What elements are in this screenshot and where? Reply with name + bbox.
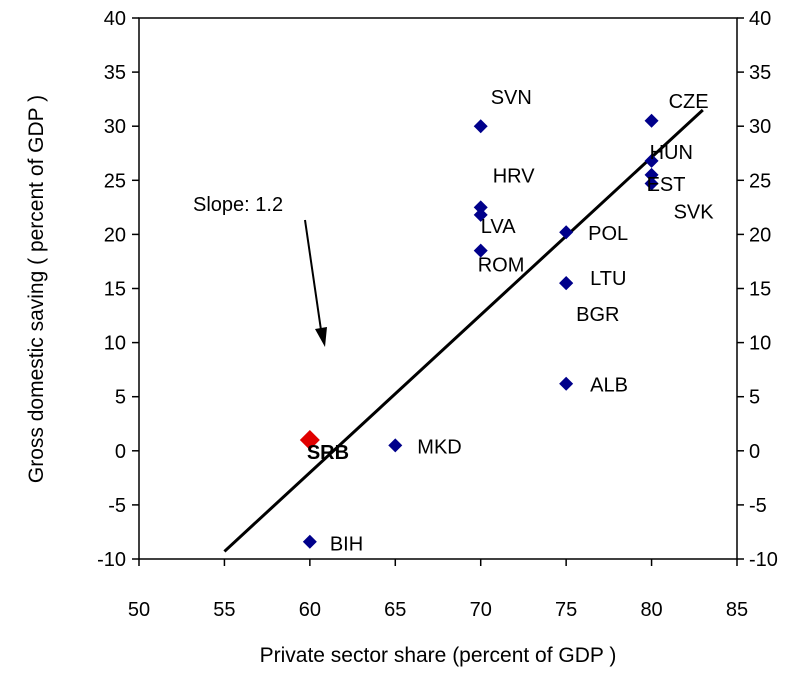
data-point-cze: [644, 113, 659, 128]
y-axis-title: Gross domestic saving ( percent of GDP ): [25, 95, 48, 483]
data-point-est: [644, 167, 659, 182]
data-point-alb: [559, 376, 574, 391]
data-point-rom: [473, 243, 488, 258]
data-point-mkd: [388, 438, 403, 453]
x-axis-title: Private sector share (percent of GDP ): [260, 644, 617, 667]
y-tick-label-right: -5: [749, 495, 767, 517]
point-label-srb: SRB: [307, 442, 349, 464]
data-point-svn: [473, 119, 488, 134]
annotation-arrow-head: [315, 327, 327, 347]
y-tick-label-right: 20: [749, 224, 771, 246]
y-tick-label-left: 10: [104, 333, 126, 355]
point-label-mkd: MKD: [417, 436, 461, 458]
slope-annotation: Slope: 1.2: [193, 194, 283, 216]
point-label-ltu: LTU: [590, 268, 626, 290]
y-tick-label-left: 5: [115, 387, 126, 409]
y-tick-label-left: 20: [104, 224, 126, 246]
plot-frame: [138, 17, 738, 560]
point-label-hrv: HRV: [493, 165, 536, 187]
data-point-hrv: [473, 200, 488, 215]
data-point-srb: [299, 429, 320, 450]
point-labels-layer: SVN HRV LVA ROM CZE HUN EST SVK POL LTU BGR ALB MKD B…: [307, 87, 714, 555]
x-tick-label: 85: [726, 599, 748, 621]
y-tick-label-left: -5: [108, 495, 126, 517]
point-label-hun: HUN: [650, 142, 693, 164]
point-label-est: EST: [647, 174, 686, 196]
y-tick-label-left: 25: [104, 170, 126, 192]
data-point-bgr: [559, 276, 574, 291]
point-label-bgr: BGR: [576, 304, 619, 326]
point-label-svn: SVN: [491, 87, 532, 109]
x-tick-label: 80: [640, 599, 662, 621]
y-tick-label-left: 40: [104, 8, 126, 30]
data-point-lva: [473, 207, 488, 222]
point-label-rom: ROM: [478, 255, 525, 277]
y-tick-label-left: 35: [104, 62, 126, 84]
x-tick-label: 65: [384, 599, 406, 621]
y-tick-label-right: 40: [749, 8, 771, 30]
point-label-svk: SVK: [674, 202, 715, 224]
point-label-lva: LVA: [481, 216, 516, 238]
y-tick-label-right: 15: [749, 279, 771, 301]
y-tick-label-right: 25: [749, 170, 771, 192]
y-tick-label-right: 0: [749, 441, 760, 463]
point-label-bih: BIH: [330, 534, 363, 556]
data-point-pol: [559, 225, 574, 240]
data-point-svk: [644, 176, 659, 191]
annotation-arrow-shaft: [304, 219, 322, 331]
y-tick-label-right: 10: [749, 333, 771, 355]
annotation-layer: Slope: 1.2: [193, 194, 327, 347]
x-tick-label: 70: [470, 599, 492, 621]
point-label-alb: ALB: [590, 375, 628, 397]
y-tick-label-right: 5: [749, 387, 760, 409]
x-tick-label: 60: [299, 599, 321, 621]
data-point-hun: [644, 153, 659, 168]
x-tick-label: 55: [213, 599, 235, 621]
y-tick-label-left: -10: [97, 549, 126, 571]
y-tick-label-left: 30: [104, 116, 126, 138]
point-label-pol: POL: [588, 223, 628, 245]
point-label-cze: CZE: [669, 91, 709, 113]
trendline: [223, 108, 704, 553]
y-tick-label-right: 30: [749, 116, 771, 138]
y-tick-label-left: 0: [115, 441, 126, 463]
x-tick-label: 50: [128, 599, 150, 621]
data-point-bih: [302, 534, 317, 549]
x-tick-label: 75: [555, 599, 577, 621]
y-tick-label-left: 15: [104, 279, 126, 301]
points-layer: [299, 113, 659, 549]
y-tick-label-right: -10: [749, 549, 778, 571]
trendline-layer: [223, 108, 704, 553]
y-tick-label-right: 35: [749, 62, 771, 84]
